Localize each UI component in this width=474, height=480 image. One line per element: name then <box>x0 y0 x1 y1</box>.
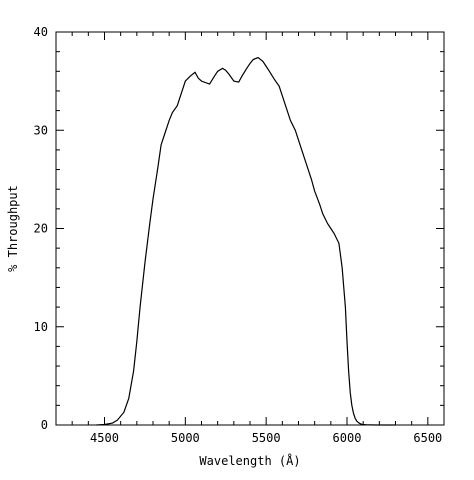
x-tick-label: 6000 <box>333 431 362 445</box>
x-tick-label: 5000 <box>171 431 200 445</box>
plot-frame <box>55 31 445 426</box>
x-axis-label: Wavelength (Å) <box>199 453 300 468</box>
y-axis-ticks: 0 10 20 30 40 <box>34 25 444 432</box>
y-tick-label: 30 <box>34 123 48 137</box>
x-tick-label: 6500 <box>413 431 442 445</box>
y-axis-label: % Throughput <box>6 185 20 272</box>
y-tick-label: 40 <box>34 25 48 39</box>
x-tick-label: 5500 <box>252 431 281 445</box>
y-tick-label: 0 <box>41 418 48 432</box>
y-tick-label: 20 <box>34 222 48 236</box>
x-axis-ticks: 4500 5000 5500 6000 6500 <box>55 32 445 445</box>
x-tick-label: 4500 <box>90 431 119 445</box>
throughput-series-line <box>96 56 396 426</box>
y-tick-label: 10 <box>34 320 48 334</box>
